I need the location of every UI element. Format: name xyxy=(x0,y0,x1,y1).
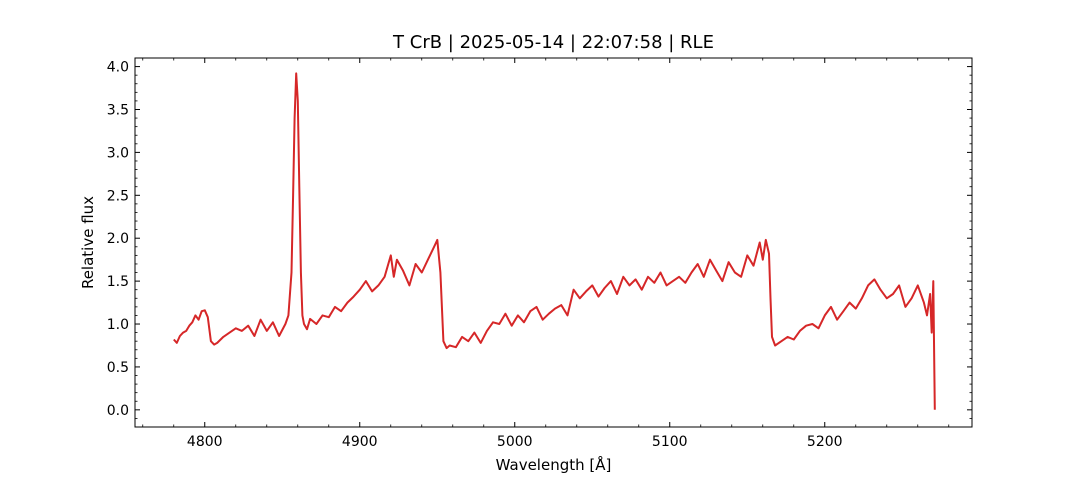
y-axis-ticks: 0.0 0.5 1.0 1.5 2.0 2.5 3.0 3.5 4.0 xyxy=(107,57,972,428)
x-tick-label: 5100 xyxy=(652,434,688,450)
x-tick-label: 4800 xyxy=(187,434,223,450)
x-tick-label: 5200 xyxy=(807,434,843,450)
y-tick-label: 0.5 xyxy=(107,360,129,376)
y-tick-label: 4.0 xyxy=(107,60,129,76)
y-tick-label: 0.0 xyxy=(107,403,129,419)
spectrum-line xyxy=(173,72,936,410)
plot-frame xyxy=(134,57,973,428)
y-tick-label: 3.0 xyxy=(107,145,129,161)
x-axis-ticks: 4800 4900 5000 5100 5200 xyxy=(142,58,950,450)
y-axis-label: Relative flux xyxy=(79,196,97,289)
x-tick-label: 4900 xyxy=(342,434,378,450)
y-tick-label: 2.5 xyxy=(107,188,129,204)
y-tick-label: 1.5 xyxy=(107,274,129,290)
x-axis-label: Wavelength [Å] xyxy=(496,455,612,474)
chart-title: T CrB | 2025-05-14 | 22:07:58 | RLE xyxy=(392,32,714,53)
series-layer xyxy=(173,72,936,410)
y-tick-label: 1.0 xyxy=(107,317,129,333)
x-tick-label: 5000 xyxy=(497,434,533,450)
y-tick-label: 2.0 xyxy=(107,231,129,247)
y-tick-label: 3.5 xyxy=(107,102,129,118)
